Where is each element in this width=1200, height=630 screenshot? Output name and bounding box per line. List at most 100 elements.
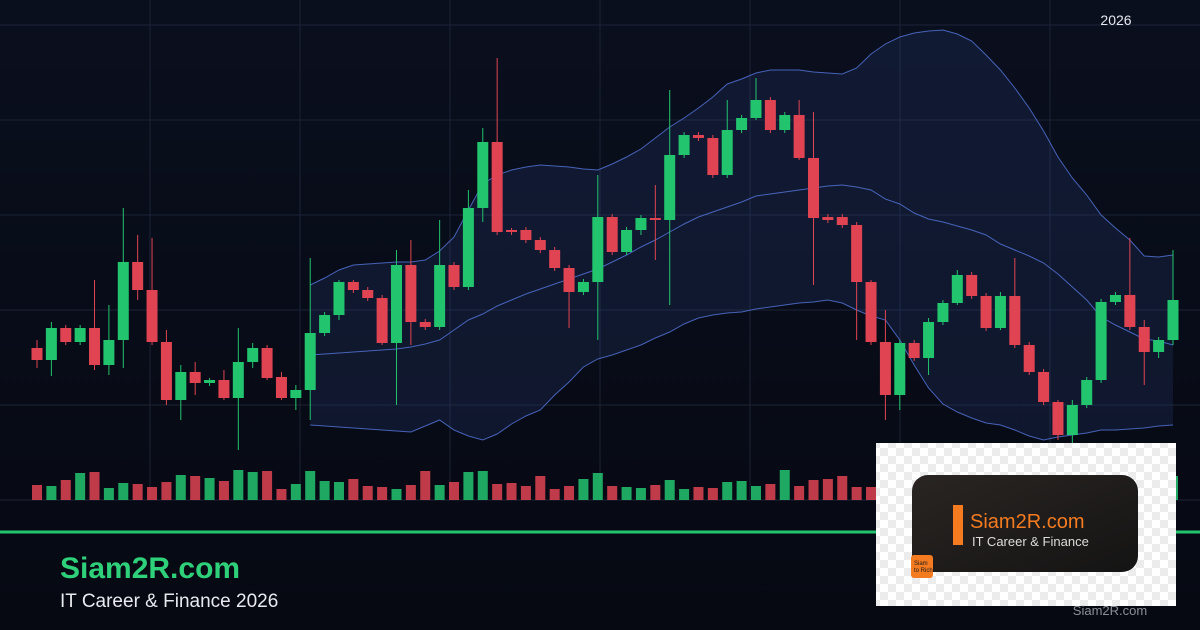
- volume-bar: [175, 475, 186, 500]
- volume-bar: [190, 476, 201, 500]
- volume-bar: [607, 486, 618, 500]
- candle-body: [218, 380, 230, 398]
- candle-body: [247, 348, 259, 362]
- logo-text: Siam: [914, 561, 928, 567]
- volume-bar: [118, 483, 129, 500]
- volume-bar: [276, 489, 287, 500]
- volume-bar: [348, 479, 359, 500]
- candle-body: [692, 135, 704, 138]
- candle-body: [879, 342, 891, 395]
- volume-bar: [32, 485, 42, 500]
- candle-body: [592, 217, 604, 282]
- candle-body: [635, 218, 647, 230]
- volume-bar: [391, 489, 402, 500]
- volume-bar: [722, 482, 733, 500]
- volume-bar: [794, 486, 805, 500]
- volume-bar: [319, 481, 330, 500]
- volume-bar: [89, 472, 100, 500]
- band-area: [310, 30, 1173, 440]
- volume-bar: [664, 480, 675, 500]
- band-line: [309, 29, 1174, 286]
- candle-body: [980, 296, 992, 328]
- candle-body: [290, 390, 302, 398]
- candle-body: [1109, 295, 1121, 302]
- candle-body: [347, 282, 359, 290]
- volume-bar: [808, 480, 819, 500]
- volume-bar: [204, 478, 215, 500]
- volume-bar: [362, 486, 373, 500]
- candle-body: [664, 155, 676, 220]
- volume-bar: [851, 487, 862, 500]
- volume-bar: [449, 482, 460, 500]
- candle-body: [851, 225, 863, 282]
- volume-bar: [434, 485, 445, 500]
- volume-bar: [779, 470, 790, 500]
- candle-body: [563, 268, 575, 292]
- candle-body: [103, 340, 115, 365]
- volume-bar: [693, 487, 704, 500]
- volume-bar: [650, 485, 661, 500]
- candle-body: [45, 328, 57, 360]
- candle-body: [836, 217, 848, 225]
- candle-body: [132, 262, 144, 290]
- candle-body: [908, 343, 920, 358]
- card-subtitle: IT Career & Finance: [972, 534, 1089, 549]
- volume-bar: [103, 488, 114, 500]
- volume-bar: [765, 484, 776, 500]
- candle-body: [951, 275, 963, 303]
- candle-body: [261, 348, 273, 378]
- candle-body: [160, 342, 172, 400]
- candle-body: [994, 296, 1006, 328]
- watermark: Siam2R.com: [1073, 603, 1147, 618]
- band-line: [310, 299, 1174, 441]
- volume-bar: [405, 485, 416, 500]
- volume-bar: [520, 486, 531, 500]
- candle-body: [721, 130, 733, 175]
- candle-body: [1081, 380, 1093, 405]
- logo-badge: [911, 555, 933, 578]
- candle-body: [822, 217, 834, 220]
- candle-body: [621, 230, 633, 252]
- volume-bar: [837, 476, 848, 500]
- candle-body: [275, 377, 287, 398]
- candle-body: [74, 328, 86, 342]
- candle-body: [678, 135, 690, 155]
- candle-body: [146, 290, 158, 342]
- volume-bar: [290, 484, 301, 500]
- candle-body: [204, 380, 216, 383]
- candle-body: [1023, 345, 1035, 372]
- candle-body: [506, 230, 518, 232]
- volume-bar: [578, 479, 589, 500]
- volume-bar: [549, 489, 560, 500]
- card-title: Siam2R.com: [970, 511, 1084, 533]
- candle-body: [405, 265, 417, 322]
- candle-body: [117, 262, 129, 340]
- candle-body: [419, 322, 431, 327]
- candle-body: [477, 142, 489, 208]
- candle-body: [390, 265, 402, 343]
- candle-body: [649, 218, 661, 220]
- volume-bar: [147, 487, 158, 500]
- candle-body: [304, 333, 316, 390]
- candle-body: [1124, 295, 1136, 327]
- volume-bar: [506, 483, 517, 500]
- accent-bar: [953, 505, 963, 545]
- volume-bar: [420, 471, 431, 500]
- volume-bar: [535, 476, 546, 500]
- candle-body: [175, 372, 187, 400]
- volume-bar: [75, 473, 86, 500]
- volume-bar: [736, 481, 747, 500]
- candle-body: [937, 303, 949, 322]
- candle-body: [865, 282, 877, 342]
- candle-body: [1138, 327, 1150, 352]
- candle-body: [707, 138, 719, 175]
- candle-body: [750, 100, 762, 118]
- volume-bar: [592, 473, 603, 500]
- volume-bar: [621, 487, 632, 500]
- candle-body: [1095, 302, 1107, 380]
- volume-bar: [635, 488, 646, 500]
- logo-overlay: Siam2R.com IT Career & Finance Siam to R…: [876, 443, 1176, 606]
- volume-bar: [305, 471, 316, 500]
